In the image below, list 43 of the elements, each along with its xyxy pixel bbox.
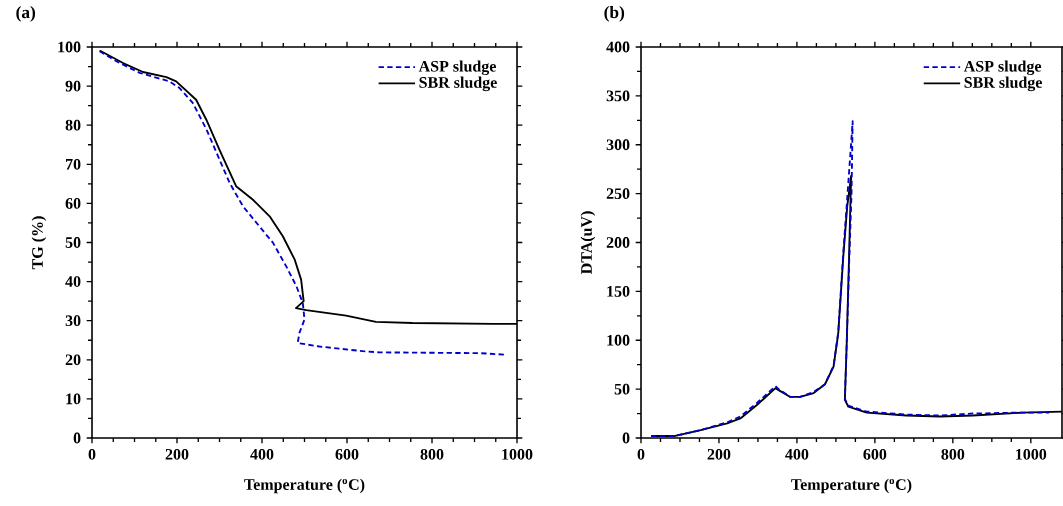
chart-title: (b): [604, 5, 625, 22]
y-tick-label: 20: [65, 354, 81, 366]
y-tick-label: 70: [66, 158, 81, 170]
y-tick-label: 30: [65, 315, 81, 327]
y-tick-label: 250: [606, 188, 630, 200]
y-axis-title: TG (%): [31, 216, 47, 270]
x-tick-label: 0: [88, 448, 96, 460]
y-tick-label: 60: [65, 197, 81, 209]
y-tick-label: 150: [607, 285, 630, 297]
x-tick-label: 400: [250, 448, 274, 460]
y-tick-label: 0: [73, 432, 81, 444]
x-tick-label: 400: [785, 448, 809, 460]
y-tick-label: 100: [58, 41, 81, 53]
y-tick-label: 100: [607, 334, 630, 346]
y-tick-label: 90: [65, 80, 81, 92]
legend-label: ASP sludge: [418, 60, 496, 76]
x-tick-label: 800: [941, 448, 965, 460]
x-tick-label: 200: [165, 448, 189, 460]
y-tick-label: 50: [65, 237, 81, 248]
chart-title: (a): [16, 5, 36, 22]
y-tick-label: 50: [614, 383, 630, 395]
legend-label: ASP sludge: [963, 60, 1042, 76]
y-tick-label: 350: [606, 90, 630, 102]
x-tick-label: 1000: [1016, 448, 1047, 460]
legend-label: SBR sludge: [964, 76, 1043, 92]
x-tick-label: 200: [707, 448, 731, 460]
legend-label: SBR sludge: [419, 76, 497, 92]
x-tick-label: 800: [420, 448, 444, 460]
x-tick-label: 0: [637, 448, 645, 460]
x-tick-label: 1000: [502, 448, 533, 460]
y-tick-label: 400: [606, 41, 630, 53]
y-tick-label: 40: [65, 276, 81, 287]
y-tick-label: 300: [606, 139, 630, 151]
x-tick-label: 600: [863, 448, 887, 460]
x-tick-label: 600: [335, 448, 359, 460]
y-tick-label: 10: [66, 393, 81, 405]
line-series: [650, 120, 1051, 437]
y-tick-label: 80: [65, 119, 81, 131]
x-axis-title: Temperature ($^{o}$C): [791, 478, 912, 494]
y-axis-title: DTA(uV): [580, 211, 596, 275]
y-tick-label: 200: [606, 237, 630, 248]
y-tick-label: 0: [622, 432, 630, 444]
x-axis-title: Temperature ($^{o}$C): [244, 478, 365, 494]
